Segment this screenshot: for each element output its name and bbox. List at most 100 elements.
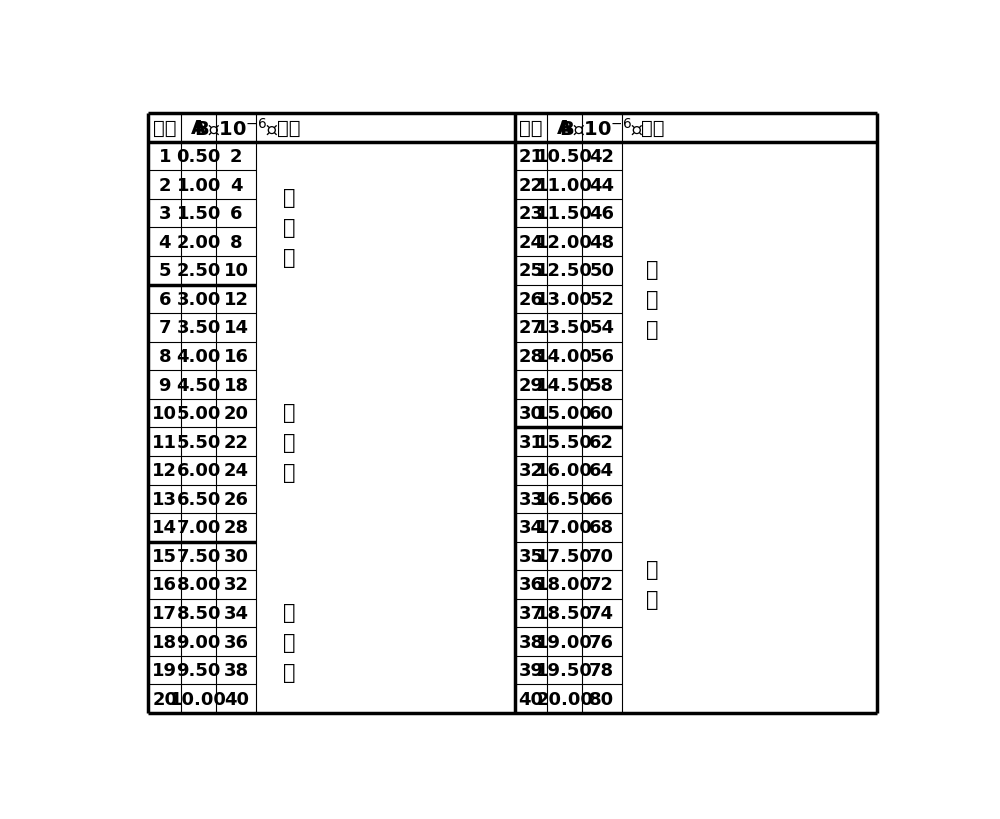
Text: 26: 26 (224, 491, 249, 508)
Text: 66: 66 (589, 491, 614, 508)
Text: 3: 3 (158, 205, 171, 223)
Text: 合: 合 (283, 602, 295, 622)
Text: A: A (557, 119, 572, 138)
Text: 格: 格 (283, 631, 295, 652)
Text: 9.50: 9.50 (176, 662, 221, 679)
Text: 22: 22 (224, 433, 249, 451)
Text: 7.50: 7.50 (176, 547, 221, 565)
Text: 10: 10 (224, 262, 249, 280)
Text: 4: 4 (230, 176, 242, 194)
Text: 18: 18 (152, 633, 177, 651)
Text: 34: 34 (224, 604, 249, 622)
Text: A: A (191, 119, 206, 138)
Text: 40: 40 (224, 690, 249, 708)
Text: 7: 7 (158, 319, 171, 337)
Text: 品: 品 (283, 462, 295, 482)
Text: 2: 2 (230, 148, 242, 165)
Text: 16.00: 16.00 (536, 462, 593, 480)
Text: 32: 32 (224, 576, 249, 594)
Text: 13.00: 13.00 (536, 291, 593, 309)
Text: 8: 8 (158, 347, 171, 365)
Text: 72: 72 (589, 576, 614, 594)
Text: 6.50: 6.50 (176, 491, 221, 508)
Text: 1.00: 1.00 (176, 176, 221, 194)
Text: 18.00: 18.00 (536, 576, 593, 594)
Text: 2: 2 (158, 176, 171, 194)
Text: 34: 34 (519, 518, 544, 536)
Text: 39: 39 (519, 662, 544, 679)
Text: 1.50: 1.50 (176, 205, 221, 223)
Text: 19: 19 (152, 662, 177, 679)
Text: 10: 10 (152, 405, 177, 423)
Text: 5: 5 (158, 262, 171, 280)
Text: 54: 54 (589, 319, 614, 337)
Text: 36: 36 (224, 633, 249, 651)
Text: 21: 21 (519, 148, 544, 165)
Text: 品: 品 (646, 319, 659, 339)
Text: 8.00: 8.00 (176, 576, 221, 594)
Text: 11: 11 (152, 433, 177, 451)
Text: 16.50: 16.50 (536, 491, 593, 508)
Text: 32: 32 (519, 462, 544, 480)
Text: 0.50: 0.50 (176, 148, 221, 165)
Text: 50: 50 (589, 262, 614, 280)
Text: 3.00: 3.00 (176, 291, 221, 309)
Text: 6: 6 (158, 291, 171, 309)
Text: 28: 28 (519, 347, 544, 365)
Text: 12: 12 (224, 291, 249, 309)
Text: 40: 40 (519, 690, 544, 708)
Text: 12.00: 12.00 (536, 233, 593, 251)
Text: 15: 15 (152, 547, 177, 565)
Text: 12.50: 12.50 (536, 262, 593, 280)
Text: 11.50: 11.50 (536, 205, 593, 223)
Text: 编号: 编号 (153, 119, 176, 138)
Text: 5.00: 5.00 (176, 405, 221, 423)
Text: 58: 58 (589, 376, 614, 394)
Text: 19.00: 19.00 (536, 633, 593, 651)
Text: 33: 33 (519, 491, 544, 508)
Text: 标: 标 (646, 590, 659, 609)
Text: 76: 76 (589, 633, 614, 651)
Text: 52: 52 (589, 291, 614, 309)
Text: 14: 14 (152, 518, 177, 536)
Text: 13.50: 13.50 (536, 319, 593, 337)
Text: 78: 78 (589, 662, 614, 679)
Text: 8: 8 (230, 233, 243, 251)
Text: 等: 等 (283, 218, 295, 238)
Text: 14.50: 14.50 (536, 376, 593, 394)
Text: 46: 46 (589, 205, 614, 223)
Text: 超: 超 (646, 560, 659, 580)
Text: B（10$^{-6}$）: B（10$^{-6}$） (194, 118, 279, 139)
Text: 24: 24 (519, 233, 544, 251)
Text: 等: 等 (283, 432, 295, 452)
Text: 25: 25 (519, 262, 544, 280)
Text: 10.00: 10.00 (170, 690, 227, 708)
Text: 14: 14 (224, 319, 249, 337)
Text: 品: 品 (283, 662, 295, 681)
Text: 6: 6 (230, 205, 242, 223)
Text: 7.00: 7.00 (176, 518, 221, 536)
Text: 44: 44 (589, 176, 614, 194)
Text: 19.50: 19.50 (536, 662, 593, 679)
Text: 20.00: 20.00 (536, 690, 593, 708)
Text: 70: 70 (589, 547, 614, 565)
Text: 56: 56 (589, 347, 614, 365)
Text: 22: 22 (519, 176, 544, 194)
Text: 37: 37 (519, 604, 544, 622)
Text: 15.50: 15.50 (536, 433, 593, 451)
Text: 18: 18 (224, 376, 249, 394)
Text: 4.50: 4.50 (176, 376, 221, 394)
Text: 4.00: 4.00 (176, 347, 221, 365)
Text: 42: 42 (589, 148, 614, 165)
Text: 38: 38 (519, 633, 544, 651)
Text: 17: 17 (152, 604, 177, 622)
Text: 9: 9 (158, 376, 171, 394)
Text: 1: 1 (158, 148, 171, 165)
Text: 12: 12 (152, 462, 177, 480)
Text: 9.00: 9.00 (176, 633, 221, 651)
Text: 合: 合 (646, 260, 659, 279)
Text: 30: 30 (224, 547, 249, 565)
Text: 20: 20 (152, 690, 177, 708)
Text: 68: 68 (589, 518, 614, 536)
Text: 10.50: 10.50 (536, 148, 593, 165)
